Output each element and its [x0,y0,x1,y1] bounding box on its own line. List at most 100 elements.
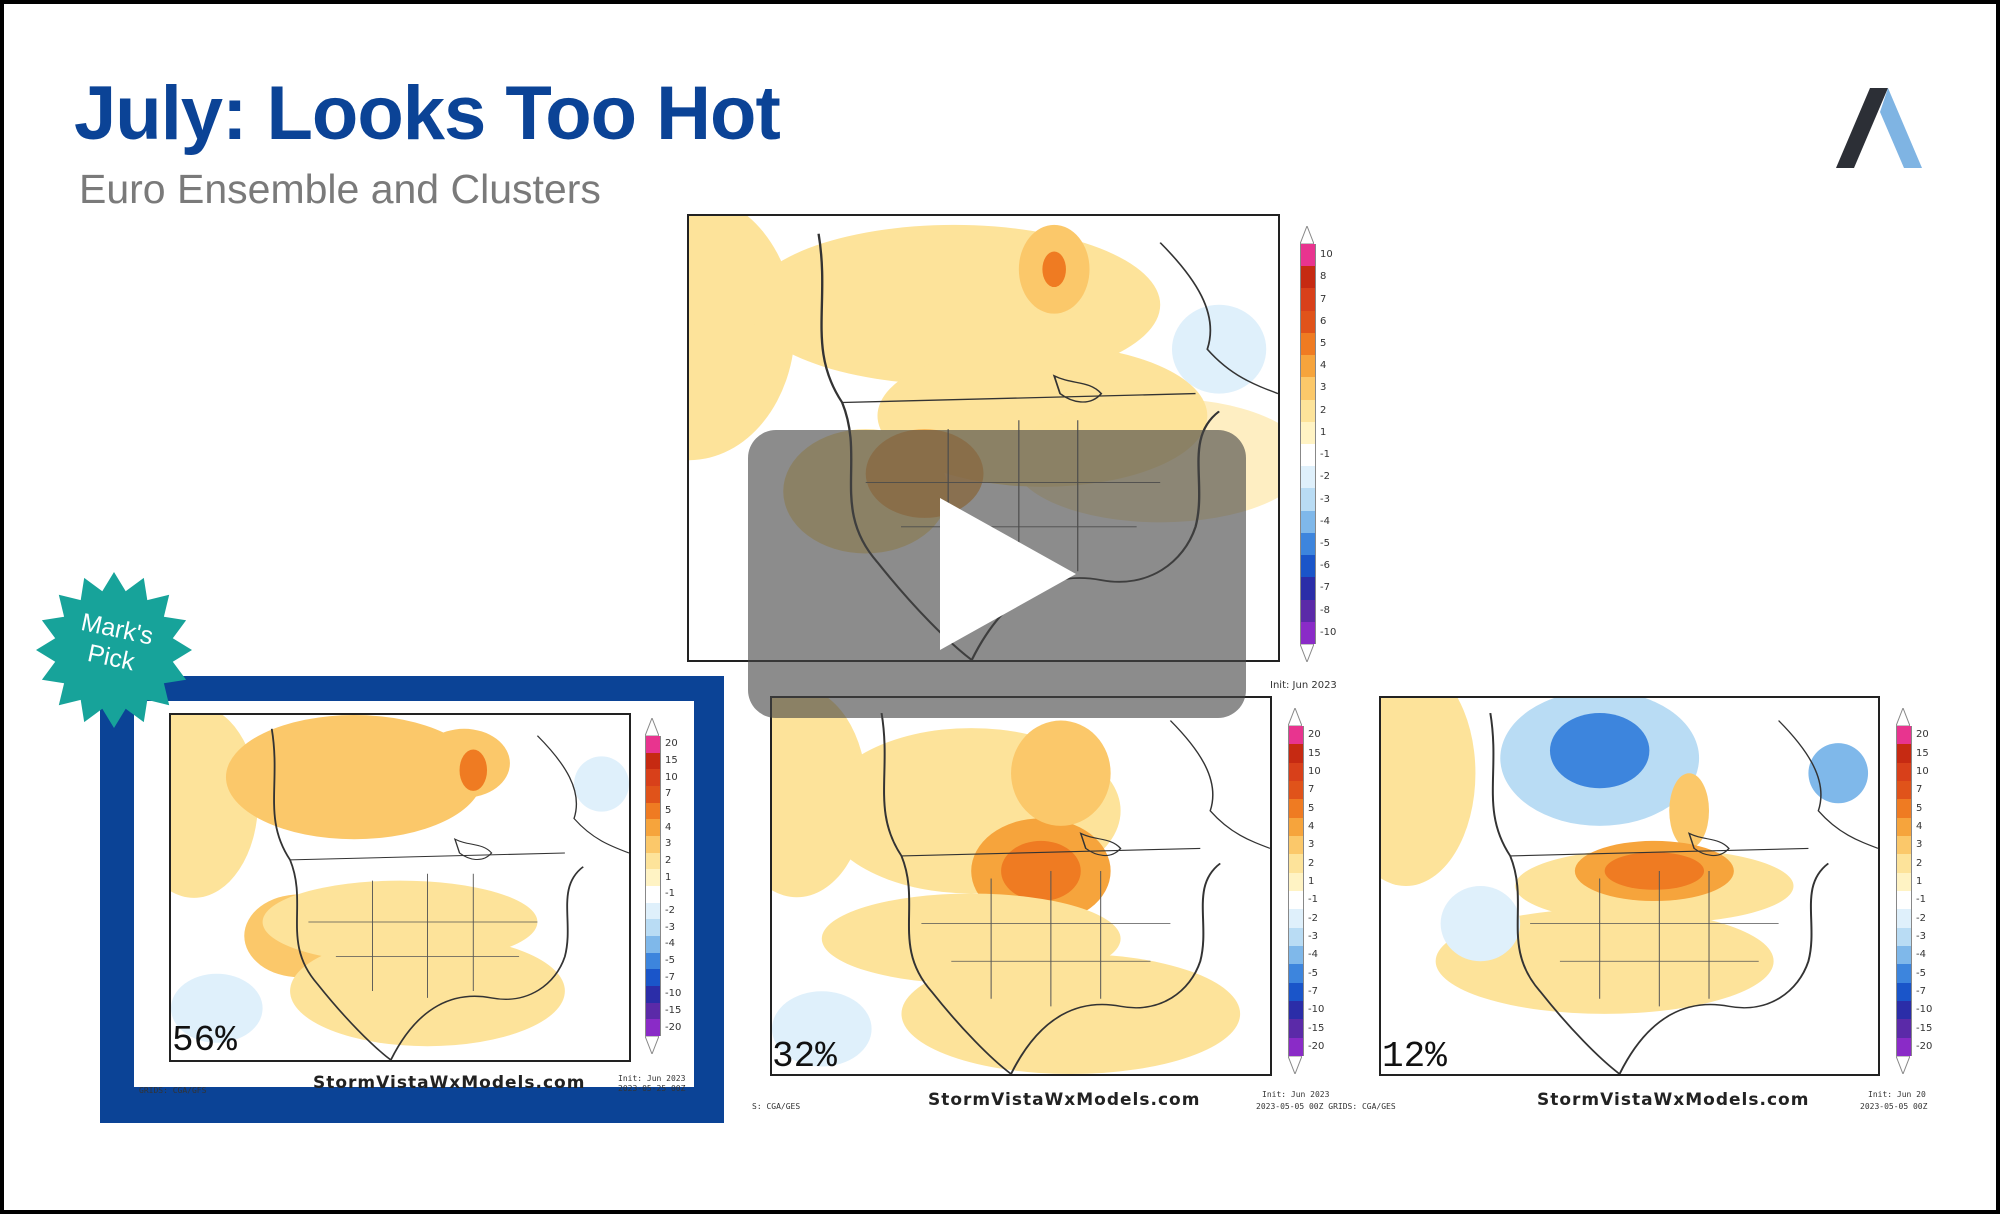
colorbar-cell [1288,946,1304,965]
colorbar-cell [1288,762,1304,782]
colorbar-label: 2 [665,855,672,866]
colorbar-label: -10 [665,988,682,1000]
colorbar-label: 4 [665,821,672,833]
colorbar-label: 5 [1916,802,1923,814]
colorbar-label: -1 [1308,894,1318,906]
cluster-1-source: GRIDS: CGA/GFS [139,1086,207,1095]
colorbar-cell [1288,891,1304,910]
colorbar-label: 2 [1916,857,1923,869]
colorbar-cell [1896,1019,1912,1039]
colorbar-label: 10 [1916,765,1929,777]
colorbar-cell [645,869,661,887]
colorbar-cell [1300,355,1316,378]
colorbar-label: -2 [1308,912,1318,924]
colorbar-label: -4 [1308,949,1318,961]
colorbar-label: -5 [665,955,675,966]
colorbar-label: 10 [665,771,678,783]
colorbar-arrow-top [1896,708,1910,726]
colorbar-label: 8 [1320,271,1327,283]
colorbar-cell [1300,266,1316,289]
colorbar-cell [1896,964,1912,984]
colorbar-cell [1896,762,1912,782]
colorbar-label: 3 [1916,839,1923,851]
colorbar-cell [645,1002,661,1020]
colorbar-cell [1896,891,1912,910]
colorbar-cell [1300,444,1316,467]
colorbar-label: -15 [1916,1022,1933,1034]
colorbar-label: -7 [1320,582,1330,594]
colorbar-cell [1300,510,1316,534]
colorbar-label: -1 [1916,894,1926,906]
colorbar-label: 15 [1916,747,1929,759]
colorbar-arrow-bottom [1896,1056,1910,1074]
colorbar-label: -3 [665,921,675,933]
colorbar-label: -3 [1320,493,1330,505]
colorbar-label: -20 [1308,1040,1325,1052]
colorbar-cell [645,769,661,787]
colorbar-label: -10 [1320,626,1337,638]
colorbar-label: -4 [1320,515,1330,527]
colorbar-cell [1300,621,1316,645]
colorbar-label: 1 [665,871,672,883]
cluster-2-percent: 32% [772,1036,837,1077]
colorbar-label: 7 [1308,784,1315,796]
colorbar-cell [645,819,661,837]
colorbar-cell [1300,288,1316,312]
colorbar-cell [1288,964,1304,984]
cluster-2-source: S: CGA/GES [752,1102,801,1111]
colorbar-label: 15 [1308,747,1321,759]
colorbar-label: -5 [1320,538,1330,549]
colorbar-label: 20 [1916,729,1929,741]
marks-pick-badge-icon [36,572,192,728]
colorbar-label: 3 [1320,382,1327,394]
colorbar-label: -5 [1308,967,1318,979]
colorbar-label: -2 [665,905,675,916]
colorbar-cell [1300,532,1316,556]
colorbar-cell [1896,817,1912,837]
colorbar-cell [1288,982,1304,1002]
colorbar-label: 4 [1916,820,1923,832]
colorbar-cell [1300,421,1316,445]
init-label: Init: Jun 2023 [1270,680,1337,691]
cluster-1-percent: 56% [172,1020,237,1061]
colorbar-cell [1300,399,1316,423]
colorbar-label: 20 [665,738,678,750]
colorbar-label: 7 [1916,784,1923,796]
colorbar-label: -7 [1308,985,1318,997]
colorbar-label: 20 [1308,729,1321,741]
colorbar-cell [1300,466,1316,489]
colorbar-cell [1288,1001,1304,1020]
colorbar-cell [1288,909,1304,929]
cluster-2-map [770,696,1272,1076]
colorbar-label: 1 [1320,426,1327,438]
colorbar-label: 3 [665,838,672,850]
colorbar-label: 1 [1916,875,1923,887]
colorbar-cell [645,936,661,954]
colorbar-cell [1896,781,1912,800]
colorbar-cell [1896,872,1912,892]
colorbar-label: 3 [1308,839,1315,851]
cluster-3-watermark: StormVistaWxModels.com [1537,1090,1810,1110]
cluster-1-colorbar: 20 15 10 7 5 4 3 2 1 -1 -2 -3 -4 -5 -7 -10 -15 -20 [645,718,695,1058]
colorbar-cell [1300,377,1316,401]
colorbar-arrow-bottom [1300,644,1314,662]
temperature-colorbar: 10 8 7 6 5 4 3 2 1 -1 -2 -3 -4 -5 -6 -7 -8 -10 [1300,226,1360,666]
colorbar-cell [645,786,661,804]
cluster-3-percent: 12% [1382,1036,1447,1077]
colorbar-cell [645,836,661,854]
colorbar-cell [645,752,661,770]
play-icon[interactable] [926,494,1086,654]
colorbar-label: 2 [1308,857,1315,869]
colorbar-label: -4 [665,938,675,950]
colorbar-label: -20 [665,1021,682,1033]
colorbar-cell [1896,946,1912,965]
video-play-button[interactable] [748,430,1246,718]
colorbar-cell [1288,781,1304,800]
cluster-3-colorbar: 20 15 10 7 5 4 3 2 1 -1 -2 -3 -4 -5 -7 -10 -15 -20 [1896,708,1946,1078]
colorbar-label: -10 [1308,1004,1325,1016]
colorbar-label: 5 [1320,338,1327,349]
colorbar-cell [1288,854,1304,874]
colorbar-cell [1300,599,1316,623]
colorbar-cell [1288,927,1304,947]
colorbar-label: 10 [1308,765,1321,777]
